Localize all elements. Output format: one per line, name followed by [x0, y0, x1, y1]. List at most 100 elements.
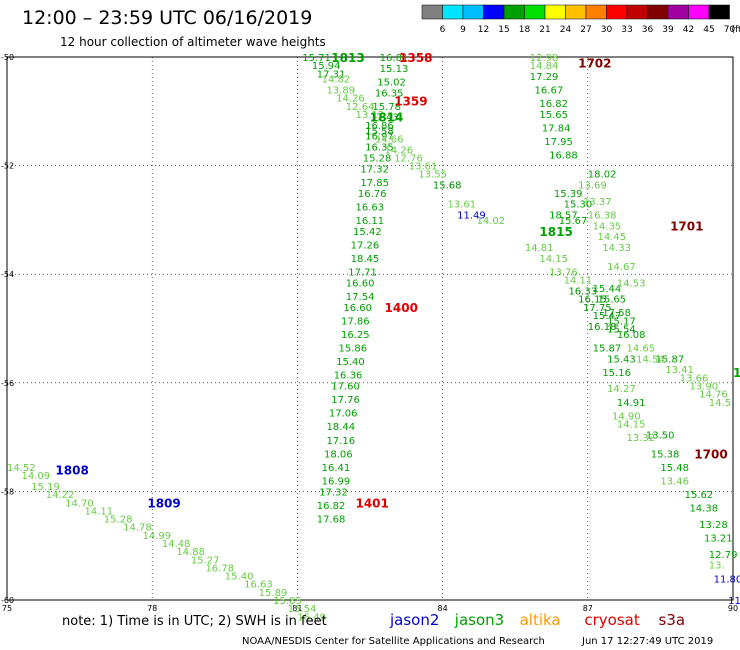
wave-height-value: 16.35 — [375, 88, 404, 99]
wave-height-value: 14.33 — [602, 243, 631, 254]
wave-height-value: 14.27 — [607, 384, 636, 395]
pass-time-label: 1815 — [733, 366, 740, 380]
wave-height-value: 13.90 — [689, 382, 718, 393]
wave-height-value: 14.35 — [593, 221, 622, 232]
pass-time-label: 1814 — [370, 111, 403, 125]
pass-time-label: 1808 — [55, 464, 88, 478]
colorbar-swatch — [606, 4, 628, 20]
wave-height-value: 15.67 — [559, 216, 588, 227]
wave-height-value: 14.5 — [709, 398, 731, 409]
colorbar-label: 45 — [703, 25, 714, 35]
wave-height-value: 15.30 — [564, 200, 593, 211]
wave-height-value: 12.64 — [346, 102, 375, 113]
wave-height-value: 15.65 — [539, 110, 568, 121]
wave-height-value: 13.21 — [704, 534, 733, 545]
wave-height-value: 18.57 — [549, 210, 578, 221]
wave-height-value: 16.76 — [358, 189, 387, 200]
satellite-legend-item: cryosat — [584, 611, 639, 629]
pass-time-label: 1359 — [394, 94, 427, 108]
wave-height-value: 13.37 — [583, 197, 612, 208]
y-tick-label: -54 — [1, 270, 14, 279]
plot-frame — [6, 56, 734, 601]
x-tick-label: 84 — [438, 604, 448, 613]
wave-height-value: 15.39 — [554, 189, 583, 200]
wave-height-value: 14.26 — [336, 94, 365, 105]
colorbar-swatch — [647, 4, 669, 20]
footer-note: note: 1) Time is in UTC; 2) SWH is in fe… — [62, 614, 327, 629]
wave-height-value: 16.18 — [588, 322, 617, 333]
colorbar-swatch — [626, 4, 648, 20]
wave-height-value: 16.82 — [539, 99, 568, 110]
data-points: 15.7115.9417.3116.0115.1315.0216.3515.78… — [7, 53, 740, 623]
wave-height-value: 13.69 — [578, 181, 607, 192]
wave-height-value: 13.32 — [627, 433, 656, 444]
colorbar-unit: (ft) — [732, 25, 740, 35]
wave-height-value: 13.89 — [326, 86, 355, 97]
wave-height-value: 14.88 — [176, 547, 205, 558]
wave-height-value: 18.44 — [326, 422, 355, 433]
colorbar-swatch — [667, 4, 689, 20]
wave-height-value: 16.15 — [578, 295, 607, 306]
wave-height-value: 13.66 — [680, 373, 709, 384]
wave-height-value: 15.94 — [312, 61, 341, 72]
x-tick-label: 75 — [2, 604, 12, 613]
wave-height-value: 13.76 — [549, 267, 578, 278]
wave-height-value: 13. — [709, 561, 725, 572]
wave-height-value: 13.55 — [418, 170, 447, 181]
wave-height-value: 14.15 — [617, 420, 646, 431]
wave-height-value: 16.36 — [334, 371, 363, 382]
pass-time-label: 1702 — [578, 56, 611, 70]
wave-height-value: 11.80 — [714, 574, 740, 585]
wave-height-value: 15.47 — [593, 311, 622, 322]
wave-height-value: 15.71 — [302, 53, 331, 64]
wave-height-value: 15.65 — [597, 295, 626, 306]
colorbar-label: 15 — [498, 25, 509, 35]
wave-height-value: 13.12 — [355, 110, 384, 121]
wave-height-value: 15.28 — [104, 515, 133, 526]
satellite-legend-item: s3a — [659, 611, 686, 629]
wave-height-value: 14.91 — [617, 398, 646, 409]
colorbar-swatch — [421, 4, 443, 20]
wave-height-value: 15.87 — [593, 344, 622, 355]
wave-height-value: 16.33 — [568, 286, 597, 297]
wave-height-value: 14.78 — [123, 523, 152, 534]
colorbar-swatch — [462, 4, 484, 20]
colorbar-label: 27 — [580, 25, 591, 35]
wave-height-value: 14.48 — [162, 539, 191, 550]
wave-height-value: 17.86 — [341, 316, 370, 327]
wave-height-value: 15.86 — [339, 344, 368, 355]
wave-height-value: 16.60 — [343, 303, 372, 314]
wave-height-value: 17.06 — [329, 409, 358, 420]
pass-time-label: 1701 — [670, 219, 703, 233]
colorbar-swatch — [524, 4, 546, 20]
wave-height-value: 17.84 — [542, 124, 571, 135]
wave-height-value: 17.32 — [319, 487, 348, 498]
wave-height-value: 13.46 — [660, 477, 689, 488]
wave-height-value: 17.85 — [360, 178, 389, 189]
pass-time-label: 1401 — [355, 496, 388, 510]
wave-height-value: 14.65 — [627, 344, 656, 355]
colorbar-swatch — [483, 4, 505, 20]
wave-height-value: 11.49 — [457, 210, 486, 221]
chart-title: 12:00 – 23:59 UTC 06/16/2019 — [22, 7, 312, 29]
wave-height-value: 12.79 — [709, 550, 738, 561]
colorbar-label: 21 — [539, 25, 550, 35]
y-tick-label: -56 — [1, 379, 14, 388]
wave-height-value: 14.02 — [476, 216, 505, 227]
pass-time-label: 1400 — [385, 301, 418, 315]
wave-height-value: 16.11 — [355, 216, 384, 227]
wave-height-value: 14.66 — [375, 134, 404, 145]
wave-height-value: 14.45 — [597, 232, 626, 243]
wave-height-value: 14.26 — [385, 145, 414, 156]
colorbar-label: 39 — [662, 25, 674, 35]
x-tick-label: 87 — [583, 604, 593, 613]
wave-height-value: 17.75 — [583, 303, 612, 314]
wave-height-value: 18.02 — [588, 170, 617, 181]
wave-height-value: 15.40 — [336, 357, 365, 368]
colorbar-label: 12 — [478, 25, 489, 35]
wave-height-value: 15.78 — [372, 102, 401, 113]
wave-height-value: 17.60 — [331, 382, 360, 393]
wave-height-value: 14.54 — [636, 354, 665, 365]
wave-height-value: 16.78 — [205, 563, 234, 574]
wave-height-value: 17.29 — [530, 72, 559, 83]
